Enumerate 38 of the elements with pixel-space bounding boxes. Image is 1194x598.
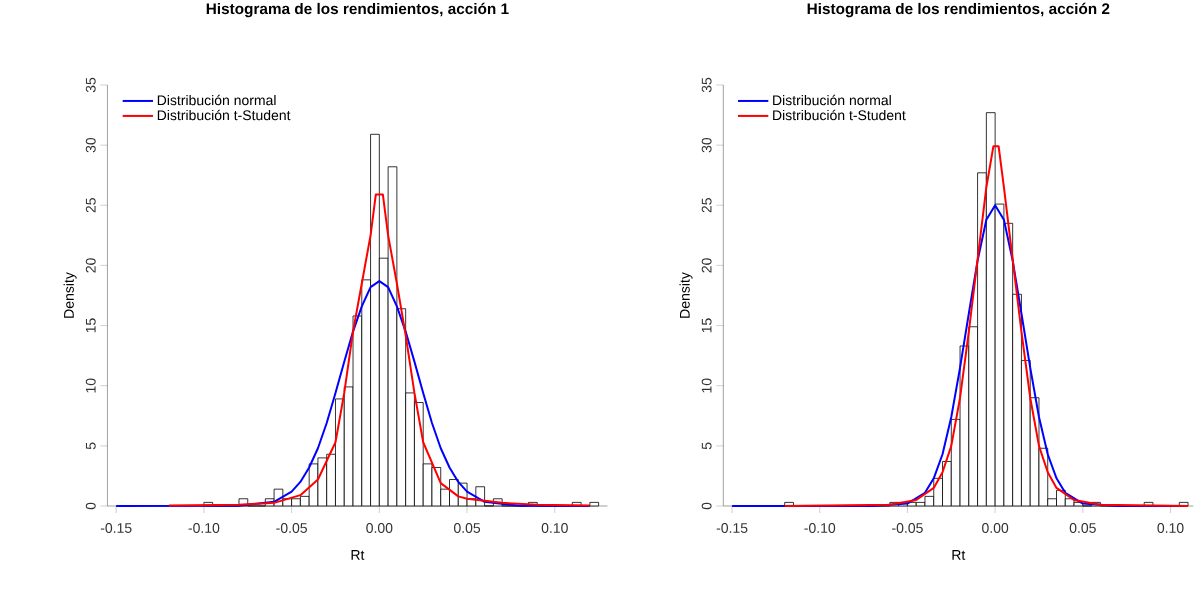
chart-title: Histograma de los rendimientos, acción 2: [807, 2, 1110, 18]
x-tick-label: 0.10: [541, 523, 568, 533]
y-tick-label: 30: [85, 137, 96, 153]
y-tick-label: 5: [85, 442, 96, 450]
y-tick-label: 10: [85, 378, 96, 393]
x-tick-label: -0.05: [276, 523, 307, 533]
y-axis-title: Density: [679, 272, 693, 318]
x-axis-title: Rt: [952, 550, 966, 560]
y-tick-label: 25: [85, 198, 96, 213]
y-tick-label: 35: [85, 77, 96, 93]
y-tick-label: 15: [701, 318, 712, 333]
y-axis-title: Density: [63, 272, 77, 318]
x-tick-label: -0.15: [716, 523, 748, 533]
y-tick-label: 25: [701, 198, 712, 213]
x-tick-label: -0.15: [100, 523, 132, 533]
legend-label: Distribución normal: [157, 94, 276, 106]
y-tick-label: 15: [85, 318, 96, 333]
x-tick-label: 0.10: [1157, 523, 1184, 533]
legend-label: Distribución t-Student: [157, 109, 291, 121]
y-tick-label: 0: [85, 502, 96, 510]
x-tick-label: 0.00: [982, 523, 1009, 533]
x-tick-label: 0.00: [366, 523, 393, 533]
chart-title: Histograma de los rendimientos, acción 1: [206, 2, 509, 18]
x-tick-label: 0.05: [453, 523, 481, 533]
y-tick-label: 0: [701, 502, 712, 510]
x-tick-label: -0.05: [892, 523, 923, 533]
y-tick-label: 5: [701, 442, 712, 450]
y-tick-label: 30: [701, 137, 712, 153]
legend-label: Distribución t-Student: [773, 109, 906, 121]
y-tick-label: 35: [701, 77, 712, 93]
x-tick-label: -0.10: [804, 523, 836, 533]
x-tick-label: -0.10: [188, 523, 220, 533]
x-tick-label: 0.05: [1069, 523, 1096, 533]
legend-label: Distribución normal: [773, 94, 891, 106]
y-tick-label: 10: [701, 378, 712, 393]
y-tick-label: 20: [701, 258, 712, 273]
x-axis-title: Rt: [351, 550, 365, 560]
y-tick-label: 20: [85, 258, 96, 273]
